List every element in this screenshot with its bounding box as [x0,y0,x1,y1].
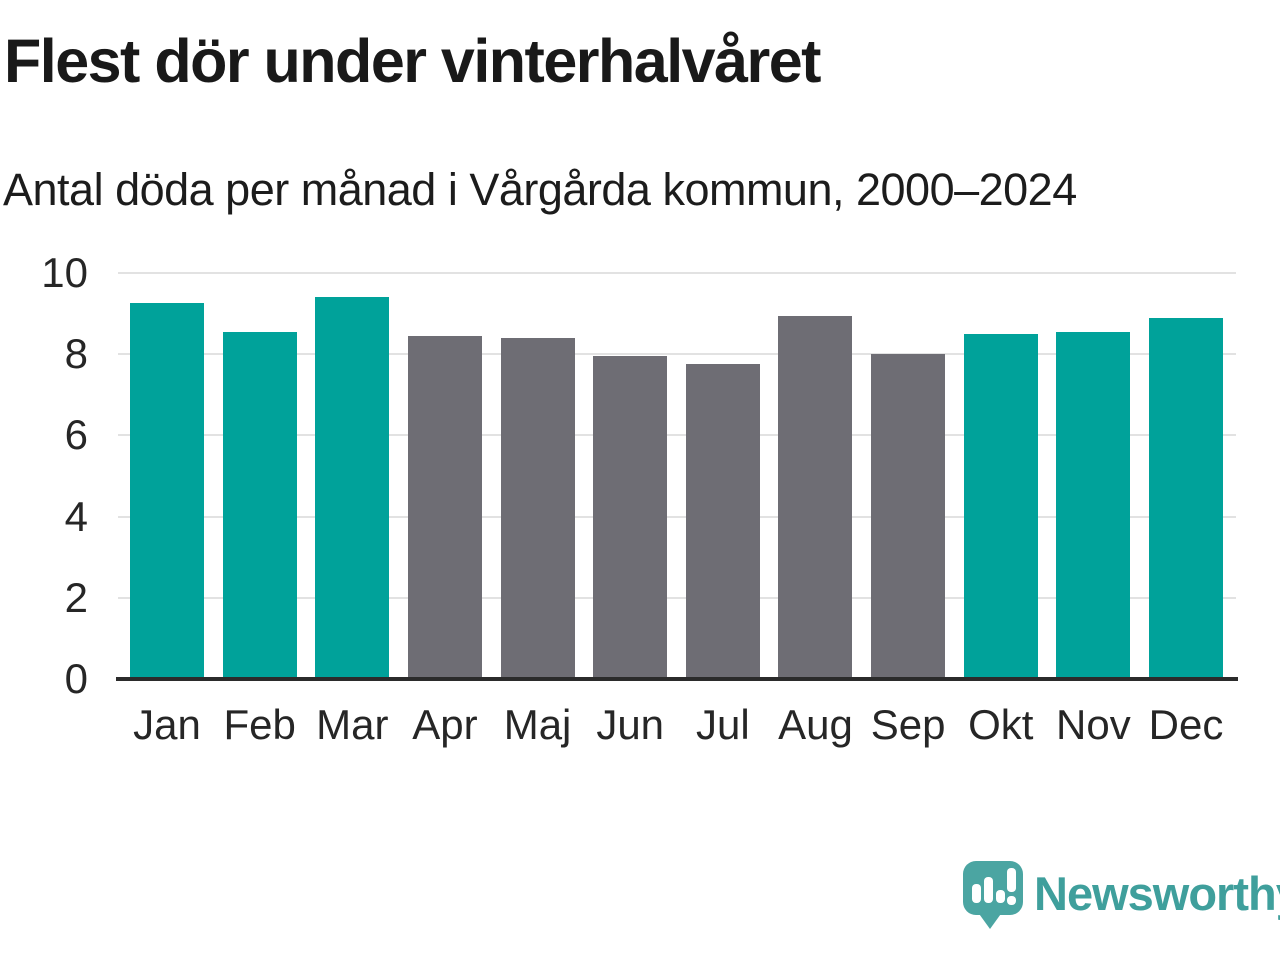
y-tick-0: 0 [64,655,88,702]
bar-mar [315,297,390,677]
bar-maj [500,337,575,677]
gridline-4 [118,515,1236,518]
logo-mini-bar-icon [984,877,993,903]
x-tick-jun: Jun [596,701,665,748]
x-tick-nov: Nov [1056,701,1131,748]
y-tick-2: 2 [64,573,88,621]
y-tick-4: 4 [64,492,88,540]
chart-title: Flest dör under vinterhalvåret [4,27,822,95]
logo-speech-tail [977,911,1003,929]
x-tick-okt: Okt [968,701,1034,748]
bar-jun [593,356,668,677]
bar-aug [778,315,853,677]
logo-mini-bar-icon [972,884,981,903]
x-axis-line [116,677,1238,681]
x-tick-sep: Sep [870,701,946,748]
bar-apr [407,335,482,677]
x-tick-mar: Mar [316,701,389,748]
bar-feb [222,331,297,677]
gridline-10 [118,272,1236,274]
y-tick-6: 6 [64,411,88,459]
x-tick-jul: Jul [695,701,750,748]
chart-subtitle: Antal döda per månad i Vårgårda kommun, … [3,164,1077,215]
bar-sep [871,354,946,677]
logo-exclamation-dot-icon [1007,896,1016,905]
newsworthy-logo-icon [963,861,1023,929]
bar-nov [1056,331,1131,677]
logo-mini-bar-icon [996,890,1005,903]
brand-name: Newsworthy [1034,867,1280,920]
x-tick-dec: Dec [1148,701,1224,748]
gridline-6 [118,434,1236,437]
bar-okt [963,333,1038,677]
logo-exclamation-icon [1007,868,1016,892]
bar-dec [1149,317,1224,677]
x-tick-apr: Apr [412,701,478,748]
bar-jul [685,364,760,677]
x-tick-aug: Aug [778,701,853,748]
bar-jan [130,303,204,677]
gridline-2 [118,596,1236,599]
x-tick-feb: Feb [223,701,296,748]
x-tick-jan: Jan [133,701,201,748]
gridline-8 [118,353,1236,356]
y-tick-8: 8 [64,330,88,378]
y-tick-10: 10 [41,249,88,296]
x-tick-maj: Maj [503,701,572,748]
